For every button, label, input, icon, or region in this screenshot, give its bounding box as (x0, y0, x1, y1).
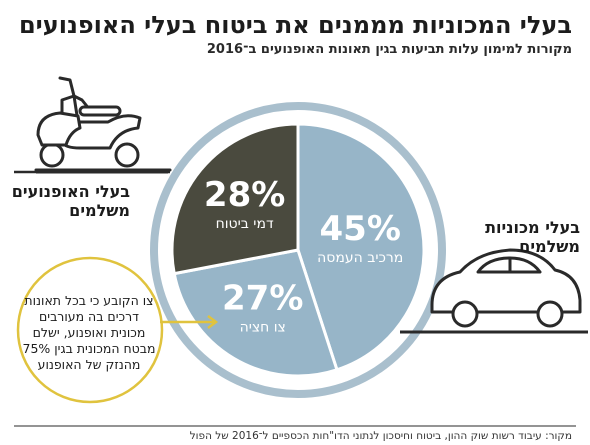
motorcycle-owners-label-line1: בעלי האופנועים (11, 182, 130, 201)
car-owners-label: בעלי מכוניות משלמים (450, 218, 580, 256)
note-text: צו הקובע כי בכל תאונות דרכים בה מעורבים … (22, 293, 156, 372)
car-owners-label-line2: משלמים (519, 237, 580, 256)
note-circle (16, 256, 164, 404)
car-icon (430, 248, 582, 328)
pie-slice-3-label: דמי ביטוח (216, 216, 274, 232)
pie-slice-2-label: צו חציה (240, 320, 286, 336)
pie-slice-2 (172, 248, 339, 378)
pie-slice-1-value: 45% (320, 209, 401, 249)
pie-slice-2-value: 27% (222, 279, 303, 319)
pie-slices (170, 122, 426, 378)
pie-outer-ring (150, 102, 446, 398)
pie-slice-labels: 45%מרכיב העמסה 27%צו חציה 28%דמי ביטוח (204, 175, 403, 336)
source-text: מקור: עיבוד רשות שוק ההון, ביטוח וחיסכון… (189, 430, 572, 442)
pie-slice-3 (170, 122, 300, 276)
chart-subtitle: מקורות למימון עלות תביעות בגין תאונות הא… (206, 42, 572, 57)
pie-slice-1 (296, 122, 426, 372)
pie-slice-1-label: מרכיב העמסה (317, 250, 403, 266)
motorcycle-icon (34, 76, 172, 172)
chart-title: בעלי המכוניות מממנים את ביטוח בעלי האופנ… (18, 11, 572, 39)
motorcycle-owners-label-line2: משלמים (69, 201, 130, 220)
note-arrow-head (207, 315, 219, 329)
motorcycle-owners-label: בעלי האופנועים משלמים (0, 182, 130, 220)
note-text-block: צו הקובע כי בכל תאונות דרכים בה מעורבים … (4, 262, 174, 404)
pie-slice-3-value: 28% (204, 175, 285, 215)
car-owners-label-line1: בעלי מכוניות (485, 218, 580, 237)
